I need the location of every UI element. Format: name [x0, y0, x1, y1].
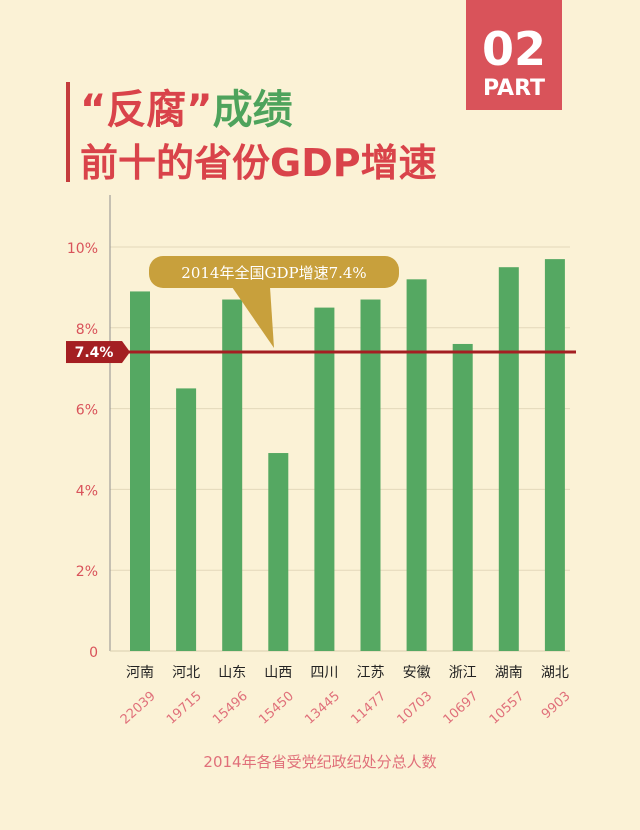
category-label: 四川 — [310, 665, 338, 681]
bar — [176, 388, 197, 651]
secondary-value-label: 22039 — [118, 689, 159, 728]
y-tick-label: 2% — [76, 564, 98, 580]
title-line-1: “反腐”成绩 — [80, 86, 293, 134]
part-word: PART — [482, 76, 546, 101]
title-subject: 成绩 — [212, 87, 293, 133]
bar — [406, 279, 427, 651]
category-label: 河南 — [126, 665, 154, 681]
reference-tag-label: 7.4% — [75, 345, 114, 361]
part-badge: 02 PART — [466, 0, 562, 110]
callout-bubble — [149, 256, 399, 288]
bar — [268, 453, 289, 651]
title-accent-bar — [66, 82, 70, 182]
y-tick-label: 0 — [89, 645, 98, 661]
y-tick-label: 8% — [76, 322, 98, 338]
secondary-value-label: 13445 — [302, 689, 343, 728]
category-label: 山东 — [218, 665, 246, 681]
reference-tag — [66, 341, 122, 364]
chart-caption: 2014年各省受党纪政纪处分总人数 — [203, 753, 437, 771]
bar — [314, 307, 335, 651]
y-tick-label: 4% — [76, 483, 98, 499]
secondary-value-label: 10557 — [487, 689, 528, 728]
reference-tag-arrow — [122, 341, 130, 364]
bar — [222, 299, 243, 651]
callout-text: 2014年全国GDP增速7.4% — [181, 264, 366, 282]
title-line-2: 前十的省份GDP增速 — [80, 141, 437, 185]
callout-pointer — [232, 287, 274, 349]
secondary-value-label: 11477 — [348, 689, 389, 728]
bar — [544, 259, 565, 651]
secondary-value-label: 10697 — [441, 689, 482, 728]
category-label: 浙江 — [449, 665, 477, 681]
part-number: 02 — [481, 22, 546, 76]
category-label: 湖南 — [495, 665, 523, 681]
category-label: 湖北 — [541, 665, 569, 681]
y-tick-label: 6% — [76, 403, 98, 419]
title-highlight: “反腐” — [80, 87, 213, 133]
category-label: 江苏 — [357, 665, 385, 681]
category-label: 山西 — [264, 665, 292, 681]
y-tick-label: 10% — [67, 241, 98, 257]
category-label: 河北 — [172, 665, 200, 681]
bar — [130, 291, 150, 651]
secondary-value-label: 15496 — [210, 689, 251, 728]
bar — [360, 299, 381, 651]
bar — [452, 343, 473, 651]
secondary-value-label: 9903 — [539, 689, 574, 722]
secondary-value-label: 15450 — [256, 689, 297, 728]
secondary-value-label: 19715 — [164, 689, 205, 728]
bar — [498, 267, 519, 651]
category-label: 安徽 — [403, 665, 431, 681]
secondary-value-label: 10703 — [395, 689, 436, 728]
